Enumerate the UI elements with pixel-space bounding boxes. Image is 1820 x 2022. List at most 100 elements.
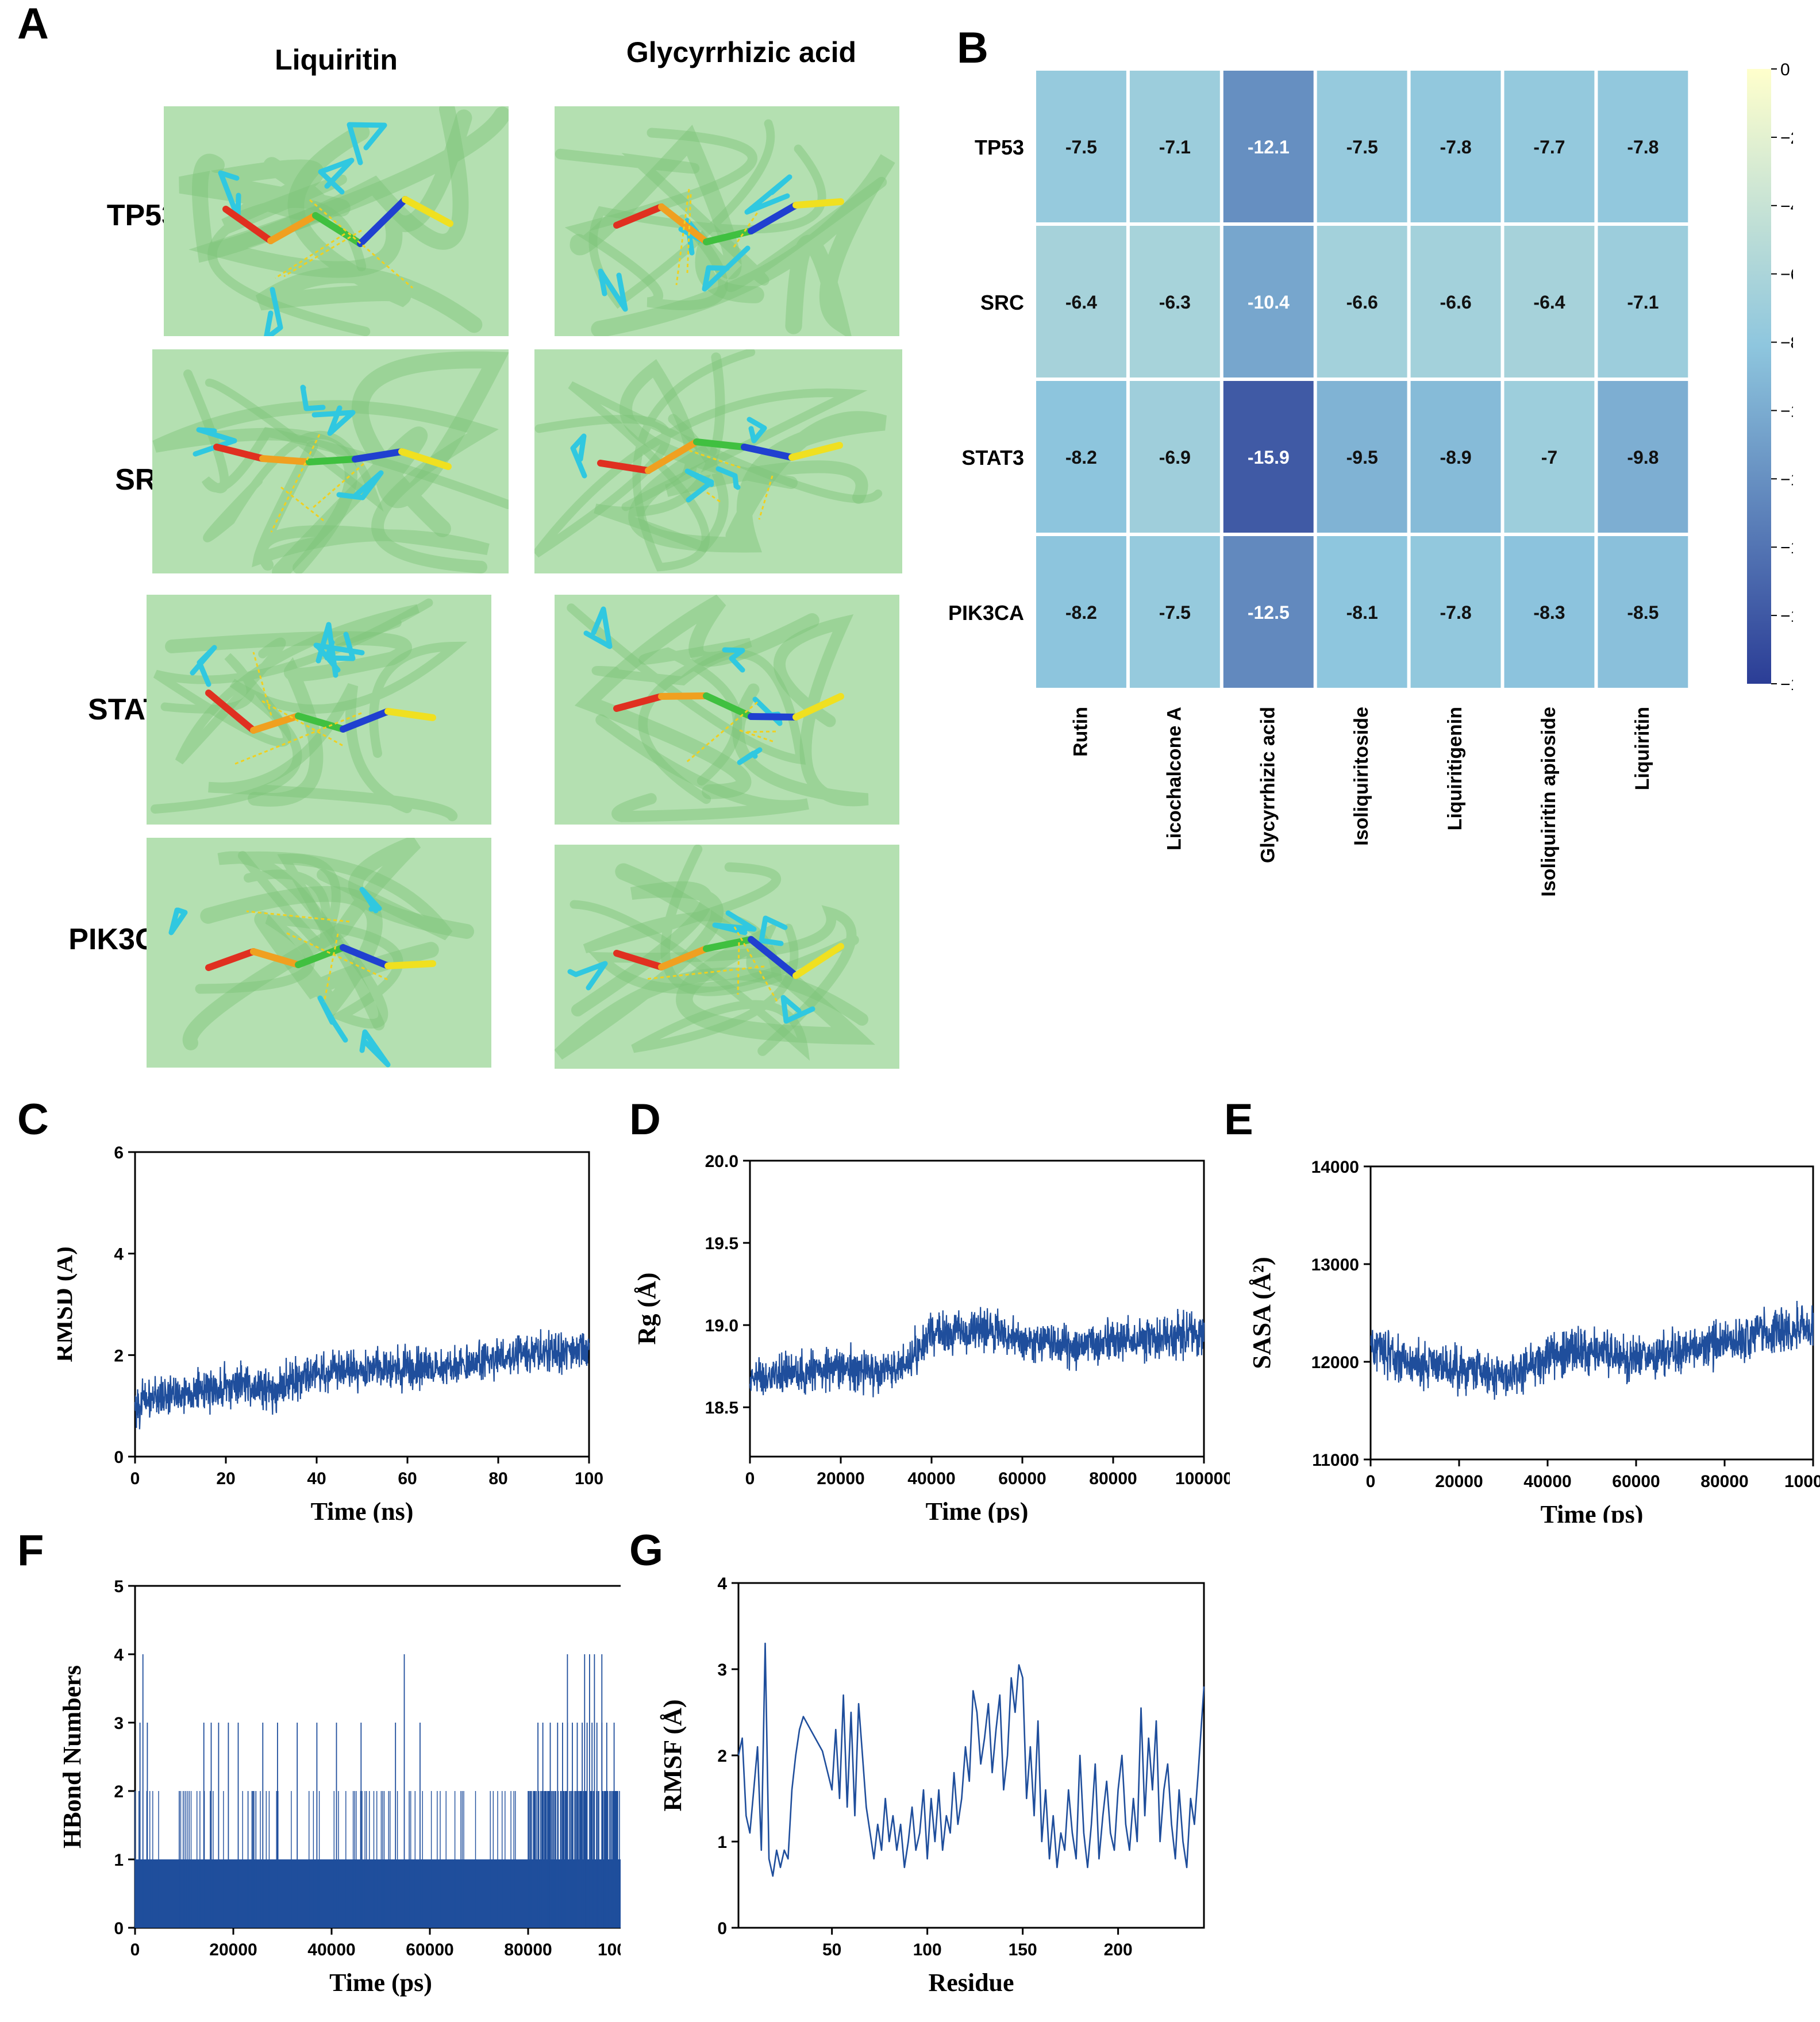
colorbar-tick-label: −18 (1780, 675, 1793, 694)
protein-ribbon (255, 124, 483, 333)
x-tick-label: 80000 (1700, 1472, 1748, 1491)
protein-ribbon (574, 595, 819, 799)
docking-drawing (152, 349, 509, 573)
heatmap-column-label: Glycyrrhizic acid (1257, 707, 1279, 863)
panel-label-f: F (17, 1526, 44, 1575)
heatmap-cell-label: -6.9 (1159, 447, 1191, 468)
residue-stick (168, 907, 188, 935)
heatmap-cell (1036, 536, 1126, 688)
heatmap-cell (1317, 381, 1407, 533)
y-tick-label: 0 (114, 1448, 124, 1467)
x-tick-label: 80000 (1089, 1469, 1137, 1488)
y-tick-label: 2 (717, 1747, 727, 1766)
heatmap-cell-label: -6.6 (1346, 292, 1378, 313)
protein-ribbon (564, 128, 757, 310)
ligand-bond (613, 950, 665, 970)
docking-image-liquiritin-tp53 (164, 106, 509, 336)
heatmap-cell (1598, 381, 1688, 533)
heatmap-cell (1036, 71, 1126, 222)
colorbar (1747, 69, 1771, 684)
heatmap-cell-label: -6.3 (1159, 292, 1191, 313)
heatmap-cell-label: -7.8 (1440, 602, 1472, 623)
y-axis-title: RMSD (Å) (57, 1246, 78, 1362)
ligand-bond (402, 196, 453, 227)
heatmap-cell (1317, 536, 1407, 688)
heatmap-cell-label: -15.9 (1248, 447, 1290, 468)
x-tick-label: 20000 (817, 1469, 864, 1488)
y-tick-label: 1 (717, 1833, 727, 1852)
heatmap-cell-label: -7.1 (1627, 292, 1659, 313)
x-tick-label: 20000 (1435, 1472, 1483, 1491)
ligand-bond (295, 712, 347, 733)
heatmap-cell-label: -12.5 (1248, 602, 1290, 623)
heatmap-cell-label: -8.2 (1065, 602, 1097, 623)
panel-label-d: D (629, 1095, 661, 1144)
x-tick-label: 60000 (406, 1940, 453, 1959)
y-tick-label: 2 (114, 1346, 124, 1365)
x-tick-label: 100 (913, 1940, 942, 1959)
heatmap-cell (1504, 381, 1595, 533)
x-tick-label: 100000 (598, 1940, 621, 1959)
residue-stick (702, 245, 751, 292)
x-axis-title: Time (ps) (329, 1969, 432, 1997)
ligand-bond (205, 948, 257, 971)
residue-stick (318, 157, 355, 195)
heatmap-cell (1129, 381, 1220, 533)
heatmap-cell (1223, 71, 1314, 222)
ligand-bond (658, 203, 710, 245)
x-tick-label: 40000 (1523, 1472, 1571, 1491)
protein-ribbon (588, 119, 826, 309)
protein-ribbon (192, 106, 469, 263)
x-tick-label: 100000 (1784, 1472, 1820, 1491)
ligand-bond (703, 936, 755, 952)
protein-ribbon (188, 106, 509, 278)
x-axis-title: Time (ns) (311, 1497, 414, 1523)
docking-drawing (147, 595, 491, 825)
protein-ribbon (183, 369, 509, 510)
protein-ribbon (570, 900, 810, 1061)
residue-stick (359, 1029, 391, 1068)
rmsd-chart: 0 20 40 60 80 100 0 2 4 6 Time (ns) RMSD (Å) (57, 1143, 603, 1523)
residue-stick (567, 961, 608, 991)
ligand-bond (312, 212, 364, 247)
y-tick-label: 0 (114, 1919, 124, 1938)
heatmap-cell (1317, 71, 1407, 222)
colorbar-tick-label: −2 (1780, 129, 1793, 148)
colorbar-tick-label: −14 (1780, 538, 1793, 557)
heatmap-cell (1598, 226, 1688, 378)
y-tick-label: 4 (114, 1646, 124, 1665)
ligand-bond (597, 460, 652, 474)
y-tick-label: 4 (717, 1574, 727, 1593)
ligand-bond (748, 202, 799, 234)
y-tick-label: 11000 (1312, 1451, 1359, 1470)
docking-image-liquiritin-stat3 (147, 595, 491, 825)
ligand-bond (741, 444, 795, 461)
hydrogen-bond (706, 491, 723, 504)
protein-ribbon (151, 641, 468, 814)
x-tick-label: 60000 (1612, 1472, 1660, 1491)
heatmap-cell-label: -7 (1541, 447, 1557, 468)
heatmap-cell (1410, 381, 1501, 533)
y-axis-title: HBond Numbers (58, 1665, 86, 1848)
hydrogen-bond (686, 194, 692, 274)
panel-label-c: C (17, 1095, 49, 1144)
docking-image-glycyrrhizic-pik3ca (555, 845, 899, 1069)
heatmap-row-label: SRC (980, 291, 1024, 314)
protein-surface (555, 595, 899, 825)
protein-ribbon (182, 838, 474, 1050)
residue-stick (684, 468, 714, 503)
hbond-chart: 0 20000 40000 60000 80000 100000 0 1 2 3 4 5 Time (p… (58, 1577, 621, 1997)
protein-ribbon (555, 148, 887, 292)
protein-ribbon (200, 886, 439, 1018)
x-axis-title: Time (ps) (926, 1497, 1029, 1523)
heatmap-column-label: Isoliquiritoside (1350, 707, 1372, 846)
hydrogen-bond (733, 212, 759, 248)
x-tick-label: 200 (1104, 1940, 1133, 1959)
heatmap-cell (1129, 226, 1220, 378)
heatmap-row-label: PIK3CA (948, 601, 1024, 625)
heatmap-cell-label: -10.4 (1248, 292, 1290, 313)
x-tick-label: 0 (130, 1469, 140, 1488)
protein-ribbon (595, 714, 809, 822)
docking-image-glycyrrhizic-src (534, 349, 902, 573)
x-tick-label: 80 (488, 1469, 507, 1488)
